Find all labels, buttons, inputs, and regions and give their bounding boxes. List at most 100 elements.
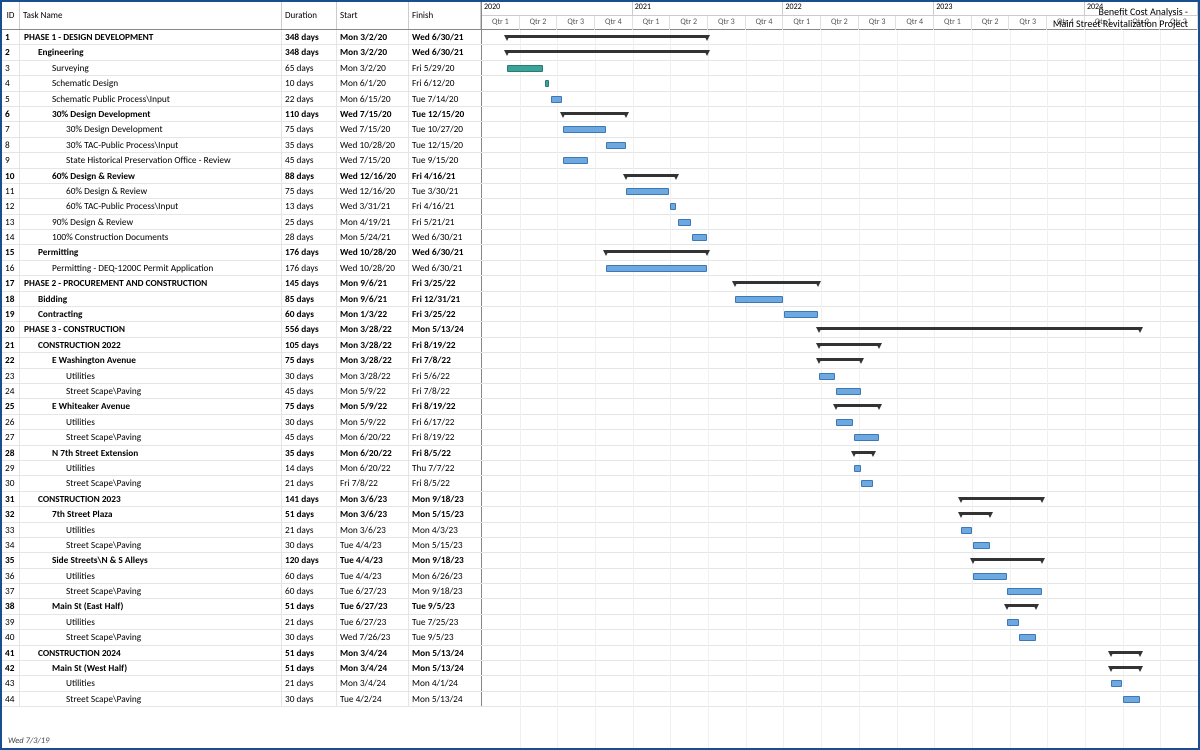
cell-start: Mon 9/6/21 xyxy=(337,292,409,306)
cell-start: Wed 7/15/20 xyxy=(337,153,409,167)
cell-start: Wed 7/26/23 xyxy=(337,630,409,644)
cell-name: State Historical Preservation Office - R… xyxy=(20,153,282,167)
cell-id: 8 xyxy=(2,138,20,152)
year-label: 2021 xyxy=(633,2,784,15)
gantt-bar-task xyxy=(563,126,606,133)
cell-start: Mon 3/2/20 xyxy=(337,30,409,44)
cell-name: Schematic Public Process\Input xyxy=(20,92,282,106)
gantt-cell xyxy=(482,276,1198,290)
qtr-label: Qtr 1 xyxy=(934,16,972,30)
gantt-bar-summary xyxy=(854,451,873,454)
cell-id: 44 xyxy=(2,692,20,706)
cell-name: 90% Design & Review xyxy=(20,215,282,229)
cell-start: Mon 5/9/22 xyxy=(337,399,409,413)
cell-name: E Washington Avenue xyxy=(20,353,282,367)
gantt-cell xyxy=(482,245,1198,259)
cell-finish: Tue 7/25/23 xyxy=(409,615,481,629)
cell-name: N 7th Street Extension xyxy=(20,446,282,460)
cell-finish: Mon 5/13/24 xyxy=(409,692,481,706)
cell-id: 17 xyxy=(2,276,20,290)
cell-finish: Mon 6/26/23 xyxy=(409,569,481,583)
cell-name: Bidding xyxy=(20,292,282,306)
gantt-bar-task xyxy=(626,188,669,195)
cell-id: 43 xyxy=(2,676,20,690)
cell-start: Mon 5/9/22 xyxy=(337,384,409,398)
gantt-cell xyxy=(482,553,1198,567)
cell-start: Mon 3/4/24 xyxy=(337,646,409,660)
cell-id: 10 xyxy=(2,169,20,183)
task-row: 22 E Washington Avenue 75 days Mon 3/28/… xyxy=(2,353,1198,368)
cell-finish: Mon 5/15/23 xyxy=(409,538,481,552)
cell-finish: Thu 7/7/22 xyxy=(409,461,481,475)
cell-finish: Fri 5/6/22 xyxy=(409,369,481,383)
gantt-bar-summary xyxy=(735,281,818,284)
cell-name: Side Streets\N & S Alleys xyxy=(20,553,282,567)
cell-id: 28 xyxy=(2,446,20,460)
cell-finish: Fri 4/16/21 xyxy=(409,169,481,183)
cell-name: Schematic Design xyxy=(20,76,282,90)
task-row: 24 Street Scape\Paving 45 days Mon 5/9/2… xyxy=(2,384,1198,399)
task-row: 39 Utilities 21 days Tue 6/27/23 Tue 7/2… xyxy=(2,615,1198,630)
cell-finish: Fri 3/25/22 xyxy=(409,307,481,321)
cell-name: Street Scape\Paving xyxy=(20,584,282,598)
task-row: 12 60% TAC-Public Process\Input 13 days … xyxy=(2,199,1198,214)
qtr-label: Qtr 1 xyxy=(633,16,671,30)
task-row: 33 Utilities 21 days Mon 3/6/23 Mon 4/3/… xyxy=(2,523,1198,538)
task-row: 19 Contracting 60 days Mon 1/3/22 Fri 3/… xyxy=(2,307,1198,322)
cell-start: Mon 3/6/23 xyxy=(337,507,409,521)
cell-duration: 65 days xyxy=(282,61,337,75)
cell-name: Street Scape\Paving xyxy=(20,476,282,490)
gantt-bar-task xyxy=(1007,619,1019,626)
cell-id: 21 xyxy=(2,338,20,352)
gantt-bar-summary xyxy=(961,512,990,515)
cell-duration: 45 days xyxy=(282,430,337,444)
cell-name: 100% Construction Documents xyxy=(20,230,282,244)
col-header-name: Task Name xyxy=(20,2,282,29)
cell-finish: Tue 9/15/20 xyxy=(409,153,481,167)
gantt-cell xyxy=(482,630,1198,644)
page-title: Benefit Cost Analysis - Main Street Revi… xyxy=(1053,6,1188,30)
cell-name: Street Scape\Paving xyxy=(20,538,282,552)
cell-id: 41 xyxy=(2,646,20,660)
cell-finish: Tue 12/15/20 xyxy=(409,138,481,152)
cell-start: Wed 10/28/20 xyxy=(337,261,409,275)
cell-finish: Fri 7/8/22 xyxy=(409,384,481,398)
gantt-cell xyxy=(482,646,1198,660)
cell-duration: 51 days xyxy=(282,661,337,675)
gantt-cell xyxy=(482,153,1198,167)
cell-duration: 75 days xyxy=(282,184,337,198)
gantt-cell xyxy=(482,61,1198,75)
cell-id: 37 xyxy=(2,584,20,598)
cell-finish: Mon 4/3/23 xyxy=(409,523,481,537)
cell-id: 2 xyxy=(2,45,20,59)
cell-start: Wed 10/28/20 xyxy=(337,138,409,152)
gantt-cell xyxy=(482,353,1198,367)
cell-finish: Wed 6/30/21 xyxy=(409,245,481,259)
cell-id: 40 xyxy=(2,630,20,644)
gantt-bar-task xyxy=(836,419,852,426)
cell-start: Tue 6/27/23 xyxy=(337,615,409,629)
qtr-label: Qtr 1 xyxy=(783,16,821,30)
cell-duration: 348 days xyxy=(282,45,337,59)
cell-finish: Mon 5/13/24 xyxy=(409,322,481,336)
gantt-cell xyxy=(482,569,1198,583)
cell-name: Utilities xyxy=(20,523,282,537)
cell-finish: Fri 7/8/22 xyxy=(409,353,481,367)
gantt-bar-summary xyxy=(836,404,878,407)
task-row: 21 CONSTRUCTION 2022 105 days Mon 3/28/2… xyxy=(2,338,1198,353)
gantt-cell xyxy=(482,230,1198,244)
gantt-bar-task xyxy=(692,234,707,241)
gantt-cell xyxy=(482,30,1198,44)
task-row: 20 PHASE 3 - CONSTRUCTION 556 days Mon 3… xyxy=(2,322,1198,337)
cell-start: Mon 3/28/22 xyxy=(337,338,409,352)
col-header-dur: Duration xyxy=(282,2,337,29)
gantt-bar-task xyxy=(784,311,817,318)
cell-duration: 60 days xyxy=(282,307,337,321)
task-row: 28 N 7th Street Extension 35 days Mon 6/… xyxy=(2,446,1198,461)
gantt-cell xyxy=(482,584,1198,598)
cell-start: Mon 3/6/23 xyxy=(337,523,409,537)
col-header-start: Start xyxy=(337,2,409,29)
gantt-bar-summary xyxy=(819,358,861,361)
gantt-bar-task xyxy=(1019,634,1036,641)
cell-id: 23 xyxy=(2,369,20,383)
